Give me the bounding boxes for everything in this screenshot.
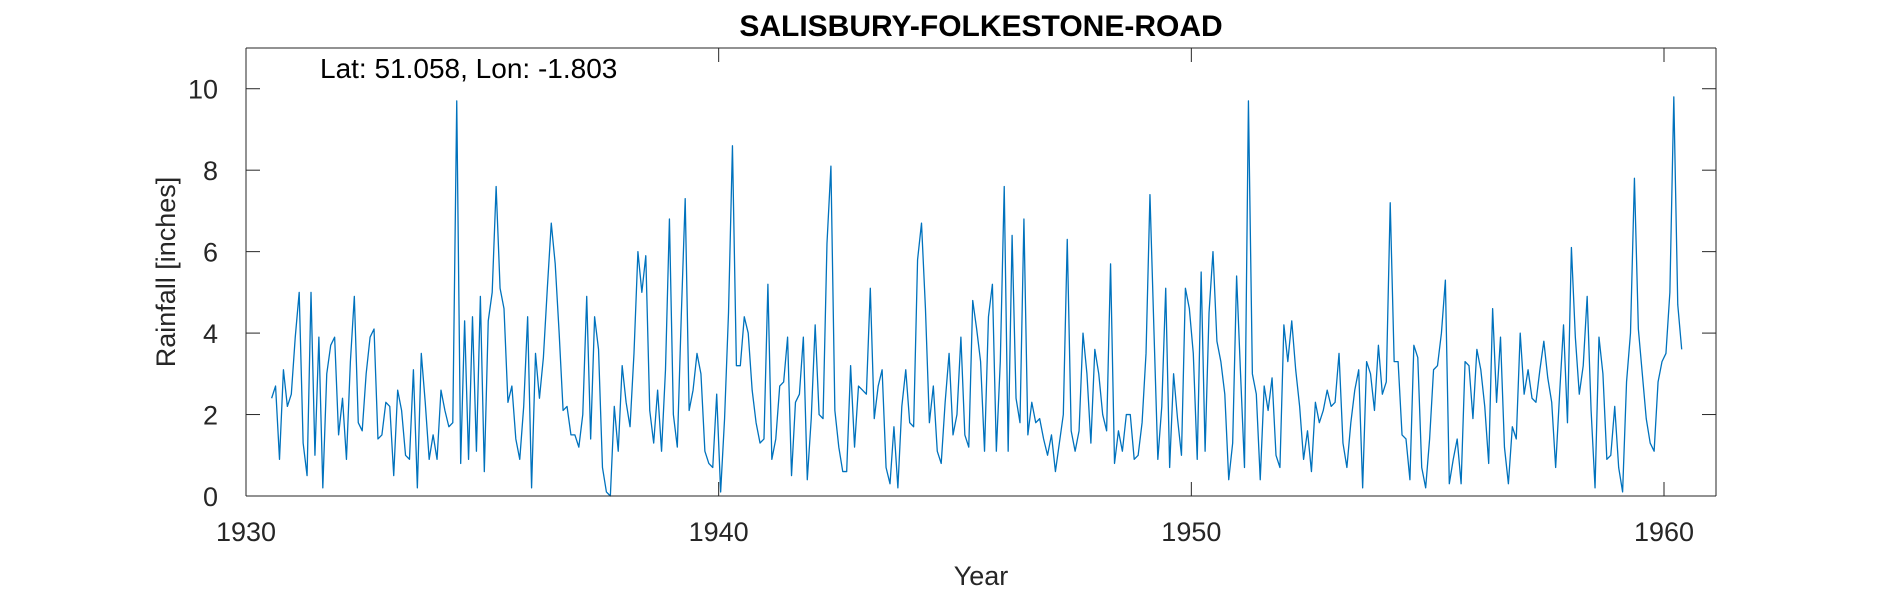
y-tick-label-4: 4 xyxy=(203,319,218,349)
x-axis-label: Year xyxy=(954,561,1009,591)
plot-area xyxy=(246,48,1716,496)
x-tick-label-1960: 1960 xyxy=(1634,517,1694,547)
chart-title: SALISBURY-FOLKESTONE-ROAD xyxy=(739,10,1222,43)
y-tick-label-10: 10 xyxy=(188,75,218,105)
location-annotation: Lat: 51.058, Lon: -1.803 xyxy=(320,53,617,84)
y-tick-label-8: 8 xyxy=(203,156,218,186)
x-tick-label-1930: 1930 xyxy=(216,517,276,547)
x-tick-label-1950: 1950 xyxy=(1161,517,1221,547)
y-tick-label-2: 2 xyxy=(203,401,218,431)
y-tick-label-0: 0 xyxy=(203,482,218,512)
axis-ticks xyxy=(245,48,1716,497)
y-tick-label-6: 6 xyxy=(203,238,218,268)
tick-labels: 1930 1940 1950 1960 0 2 4 6 8 10 xyxy=(188,75,1694,547)
x-tick-label-1940: 1940 xyxy=(689,517,749,547)
rainfall-series-line xyxy=(271,96,1683,497)
y-axis-label: Rainfall [inches] xyxy=(151,177,181,368)
